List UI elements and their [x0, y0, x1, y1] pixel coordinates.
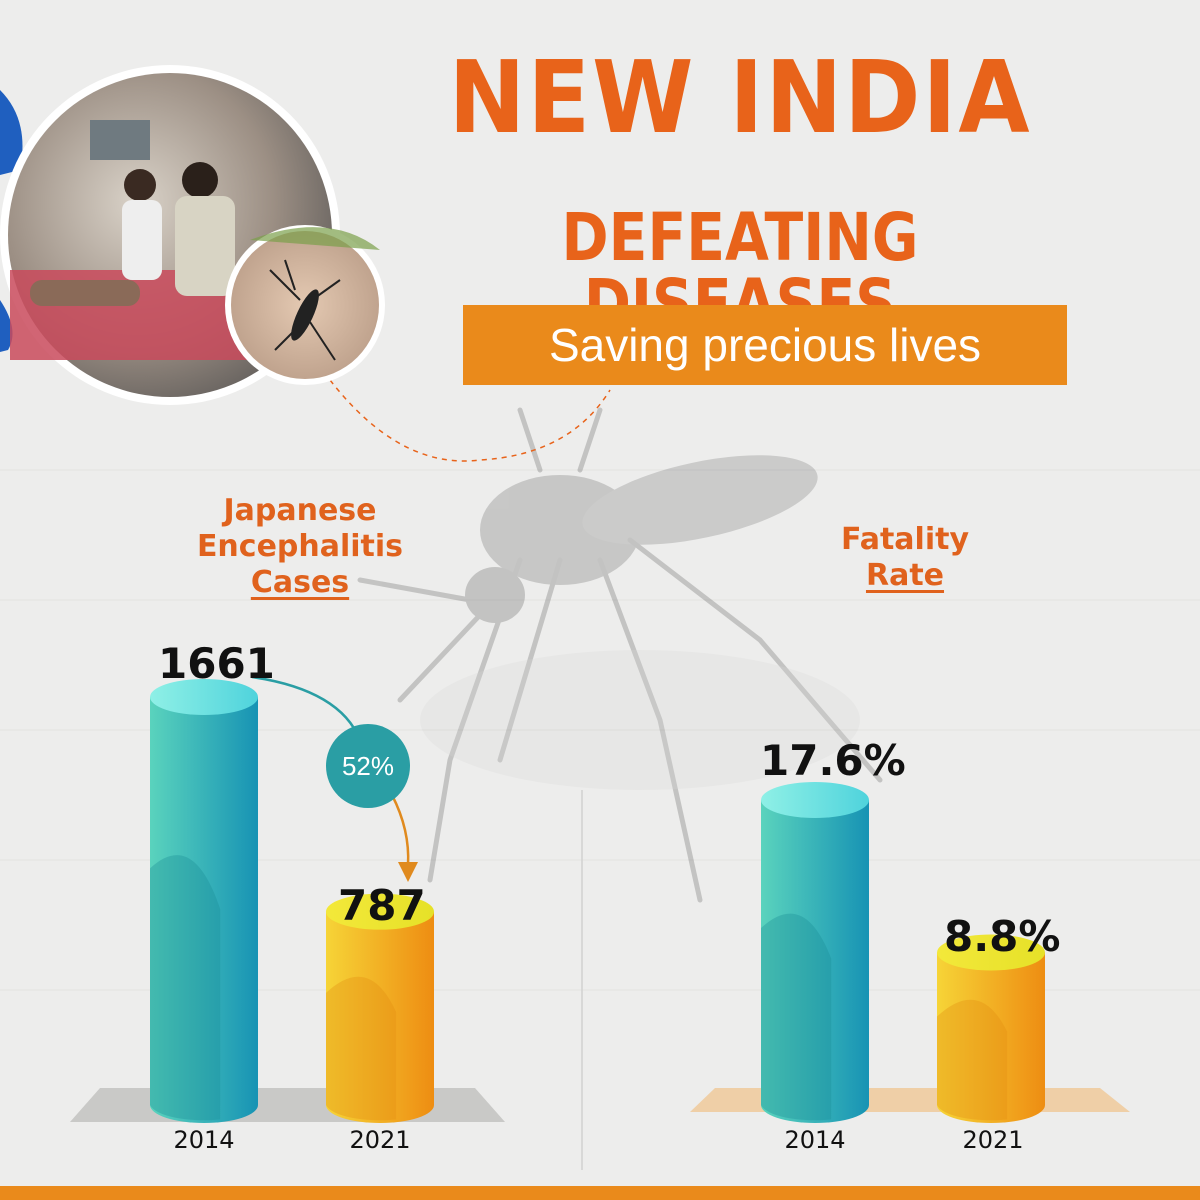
- chart1-value-label-2021: 787: [338, 881, 426, 930]
- chart2-value-label-2021: 8.8%: [944, 912, 1061, 961]
- edge-decoration: [0, 90, 23, 175]
- dashed-connector: [329, 379, 611, 462]
- chart1-x-label-2021: 2021: [349, 1126, 411, 1154]
- chart2-floor: [690, 1088, 1130, 1112]
- chart2-x-label-2021: 2021: [962, 1126, 1024, 1154]
- bars-layer: [150, 679, 1045, 1123]
- mosquito-illustration: [357, 407, 883, 903]
- chart1-title-line3: Cases: [250, 565, 350, 600]
- bar-2-2014: [761, 782, 869, 1123]
- chart2-value-label-2014: 17.6%: [760, 736, 906, 785]
- change-arrow: [251, 675, 418, 882]
- chart2-title-line1: Fatality: [840, 522, 970, 557]
- chart1-title-line2: Encephalitis: [196, 529, 404, 564]
- bar-1-2021: [326, 893, 434, 1123]
- bottom-accent-bar: [0, 1186, 1200, 1200]
- change-badge-circle: [326, 724, 410, 808]
- mosquito-photo: [225, 225, 385, 385]
- change-badge-label: 52%: [341, 751, 395, 781]
- chart2-x-label-2014: 2014: [784, 1126, 846, 1154]
- chart2-title-line2: Rate: [865, 558, 945, 593]
- chart1-value-label-2014: 1661: [158, 639, 275, 688]
- title-line-2: DEFEATING DISEASES: [561, 199, 919, 342]
- bar-2-2021: [937, 934, 1045, 1123]
- title-line-1: NEW INDIA: [448, 39, 1032, 156]
- subtitle-banner: Saving precious lives: [463, 305, 1067, 385]
- chart1-floor: [70, 1088, 505, 1122]
- bar-1-2014: [150, 679, 258, 1123]
- chart2-title: Fatality Rate: [780, 522, 1030, 594]
- chart1-title: Japanese Encephalitis Cases: [180, 493, 420, 601]
- chart1-title-line1: Japanese: [223, 493, 377, 528]
- chart1-x-label-2014: 2014: [173, 1126, 235, 1154]
